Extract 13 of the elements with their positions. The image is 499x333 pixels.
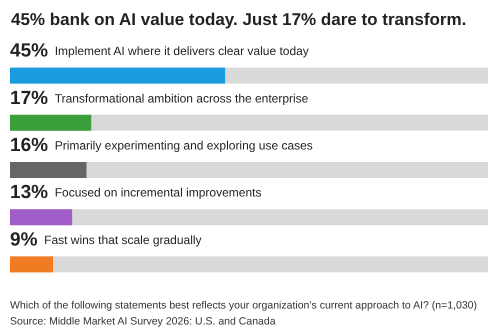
y-tick-label: Implement AI where it delivers clear value today	[54, 44, 309, 58]
data-label: 17%	[10, 88, 48, 109]
source-note: Source: Middle Market AI Survey 2026: U.S. and Canada	[10, 316, 276, 328]
data-label: 9%	[10, 229, 38, 250]
text: Which of the following statements best reflects your organization’s current approach to AI? (n=1,030)	[10, 300, 478, 312]
y-tick-label: Primarily experimenting and exploring use cases	[54, 138, 313, 152]
data-label: 13%	[10, 182, 48, 204]
y-tick-label: Transformational ambition across the enterprise	[54, 91, 309, 106]
data-label: 16%	[10, 135, 48, 156]
data-label: 45%	[10, 40, 48, 62]
y-tick-label: Fast wins that scale gradually	[44, 232, 202, 247]
chart-title: 45% bank on AI value today. Just 17% dare to transform.	[11, 10, 466, 29]
y-tick-label: Focused on incremental improvements	[54, 186, 262, 200]
